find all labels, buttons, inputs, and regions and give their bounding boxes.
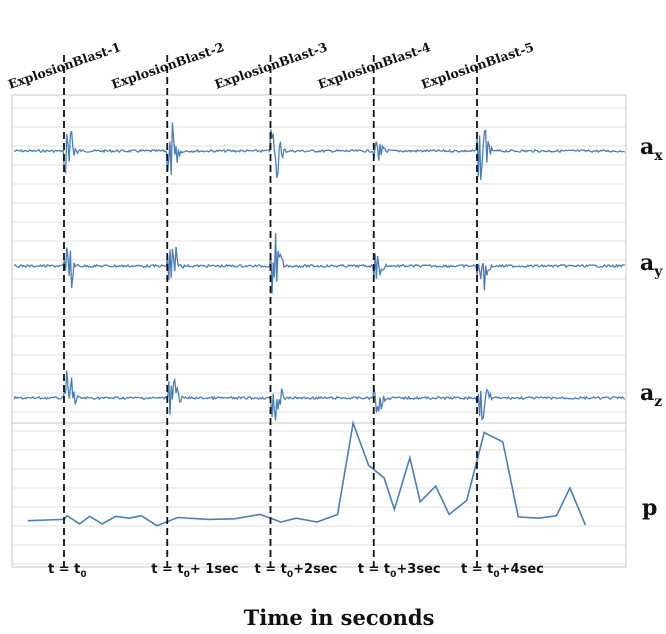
p-trace <box>27 420 587 527</box>
series-line-ay <box>13 233 626 294</box>
series-label-ax: ax <box>640 134 663 164</box>
event-markers: ExplosionBlast-1t = t0ExplosionBlast-2t … <box>6 39 544 580</box>
time-label-3: t = t0+2sec <box>255 562 338 580</box>
plot-border <box>11 94 627 568</box>
grid-lines <box>12 107 626 565</box>
time-label-2: t = t0+ 1sec <box>151 562 238 580</box>
series-line-p <box>27 420 587 527</box>
x-axis-label: Time in seconds <box>244 605 435 630</box>
series-line-az <box>13 370 626 421</box>
series-labels: ax ay az p <box>640 134 663 521</box>
time-label-5: t = t0+4sec <box>461 562 544 580</box>
plot-frame <box>11 94 627 568</box>
series-label-p: p <box>642 495 657 521</box>
time-label-4: t = t0+3sec <box>358 562 441 580</box>
series-label-az: az <box>640 380 662 410</box>
series-label-ay: ay <box>640 250 663 280</box>
time-label-1: t = t0 <box>48 562 87 580</box>
series-line-ax <box>13 122 626 181</box>
acceleration-traces <box>13 122 626 421</box>
